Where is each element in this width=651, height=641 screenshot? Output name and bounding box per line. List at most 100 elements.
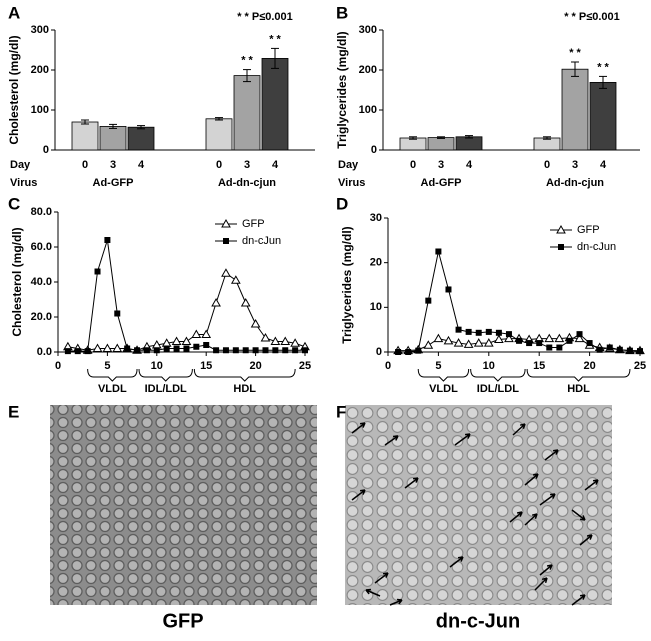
x-tick-label: 5 [435,360,441,372]
region-bracket [193,368,296,382]
x-tick-label: 15 [200,360,212,372]
marker [415,347,422,354]
x-tick-label: 25 [299,360,311,372]
y-tick-label: 200 [359,64,377,76]
marker [554,333,565,343]
panel-label: E [8,402,19,421]
legend-marker [223,238,229,244]
significance-label: * * [597,61,609,73]
significance-label: * * [269,33,281,45]
legend-marker [558,244,564,250]
marker [516,337,523,344]
arrow [351,489,366,501]
region-label: HDL [567,383,590,395]
arrow [454,433,471,446]
group-label: Ad-GFP [421,177,462,189]
marker [112,343,123,352]
marker [483,338,494,347]
marker [435,248,442,255]
marker [526,340,533,347]
micrograph [50,405,317,605]
legend-marker [221,218,231,228]
legend-label: GFP [577,224,600,236]
marker [203,342,210,348]
marker [260,332,271,342]
marker [262,347,269,354]
marker [193,343,200,350]
marker [270,336,281,345]
annotation: * * P≤0.001 [564,11,620,23]
marker [576,331,583,338]
marker [405,349,412,355]
marker [143,347,150,354]
significance-label: * * [569,47,581,59]
marker [181,336,192,345]
marker [64,348,71,355]
marker [546,344,553,351]
bar [589,82,617,151]
marker [232,347,239,354]
x-tick-label: 5 [104,360,110,372]
region-label: IDL/LDL [145,383,187,395]
arrow [384,435,399,446]
marker [163,345,170,352]
marker [153,347,160,354]
region-bracket [87,368,138,382]
arrow [579,534,593,546]
bar [427,137,455,151]
marker [124,345,131,352]
y-tick-label: 100 [31,104,49,116]
marker [453,338,464,347]
bar [399,137,427,151]
marker [84,348,91,355]
marker [211,297,221,307]
series-line [67,239,305,352]
marker [221,268,231,277]
y-axis-label: Cholesterol (mg/dl) [7,35,21,144]
x-tick-label: 3 [438,159,444,171]
marker [280,336,291,345]
marker [494,334,504,343]
region-label: IDL/LDL [477,383,519,395]
marker [425,297,432,304]
panel-label: C [8,194,20,213]
marker [282,347,289,354]
bar [455,136,483,151]
region-bracket [138,368,193,382]
arrow [544,449,559,461]
marker [222,347,229,354]
marker [443,335,454,345]
image-caption: GFP [162,610,203,632]
marker [574,333,585,343]
marker [290,338,300,347]
marker [230,275,241,284]
y-tick-label: 300 [31,24,49,36]
arrow [534,577,548,591]
x-tick-label: 4 [138,159,145,171]
marker [536,340,543,347]
y-tick-label: 40.0 [31,276,52,288]
marker [183,345,190,352]
marker [566,337,573,344]
arrow [389,598,403,606]
x-tick-label: 4 [466,159,473,171]
bar [71,121,99,151]
y-tick-label: 0.0 [37,346,52,358]
bar [127,126,155,151]
x-tick-label: 3 [110,159,116,171]
y-tick-label: 200 [31,64,49,76]
marker [495,329,502,336]
y-tick-label: 10 [370,301,382,313]
y-tick-label: 0 [371,144,377,156]
marker [637,348,643,355]
region-label: VLDL [429,383,458,395]
x-tick-label: 10 [151,360,163,372]
panel-label: F [336,402,346,421]
marker [102,343,113,352]
arrow [509,511,523,523]
y-tick-label: 80.0 [31,206,52,218]
category-row-label: Day [338,159,359,171]
marker [475,329,482,336]
arrow [365,588,381,597]
